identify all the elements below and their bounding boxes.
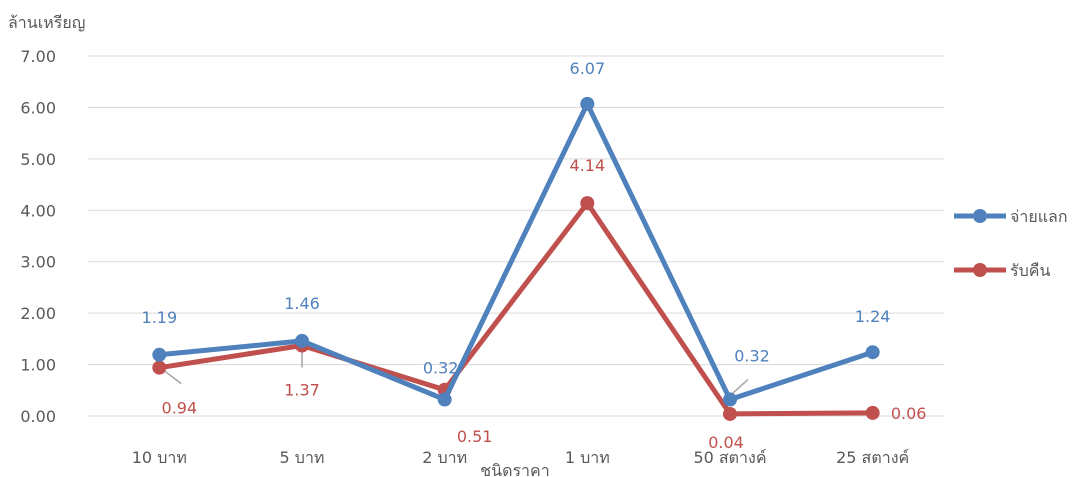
data-label: 4.14: [570, 156, 606, 175]
data-label: 0.04: [708, 433, 744, 452]
y-tick-label: 0.00: [20, 407, 56, 426]
x-axis-title: ชนิดราคา: [480, 461, 549, 477]
series-1-point: [580, 196, 595, 211]
data-label: 6.07: [570, 59, 606, 78]
y-axis-title: ล้านเหรียญ: [8, 13, 85, 32]
data-label: 0.06: [891, 404, 927, 423]
y-tick-label: 2.00: [20, 304, 56, 323]
series-0-point: [295, 333, 309, 348]
gridlines: [88, 55, 944, 417]
series-0-point: [723, 392, 737, 407]
y-tick-label: 3.00: [20, 253, 56, 272]
x-tick-label: 1 บาท: [565, 448, 610, 467]
x-axis-ticks: 10 บาท 5 บาท 2 บาท 1 บาท 50 สตางค์ 25 สตางค์: [132, 448, 909, 467]
leader-lines: [164, 351, 749, 397]
x-tick-label: 5 บาท: [280, 448, 325, 467]
y-axis-ticks: 0.00 1.00 2.00 3.00 4.00 5.00 6.00 7.00: [20, 47, 56, 426]
legend-label: จ่ายแลก: [1010, 207, 1068, 226]
data-label: 1.19: [142, 308, 178, 327]
x-tick-label: 10 บาท: [132, 448, 187, 467]
legend-marker-0: [973, 209, 987, 223]
series-0-point: [152, 347, 167, 362]
series-0-point: [865, 345, 880, 360]
series-0-point: [580, 96, 595, 111]
y-tick-label: 6.00: [20, 98, 56, 117]
series-0-point: [437, 392, 452, 407]
y-tick-label: 5.00: [20, 150, 56, 169]
x-tick-label: 50 สตางค์: [693, 448, 766, 467]
series-line-0: [156, 101, 876, 402]
x-tick-label: 2 บาท: [422, 448, 467, 467]
data-label: 0.94: [162, 399, 198, 418]
series-1-point: [723, 406, 737, 421]
series-1-point: [152, 360, 167, 375]
legend-marker-1: [973, 263, 987, 277]
legend-label: รับคืน: [1010, 261, 1050, 280]
data-label: 1.24: [855, 307, 891, 326]
data-label: 0.32: [734, 347, 770, 366]
series-lines: [152, 96, 880, 421]
data-labels: 1.19 1.46 0.32 6.07 0.32 1.24 0.94 1.37 0.51 4.14…: [142, 59, 927, 452]
leader-line: [729, 378, 749, 397]
y-tick-label: 1.00: [20, 356, 56, 375]
y-tick-label: 7.00: [20, 47, 56, 66]
data-label: 0.32: [423, 359, 459, 378]
y-tick-label: 4.00: [20, 201, 56, 220]
leader-line: [164, 371, 182, 385]
data-label: 0.51: [457, 427, 493, 446]
series-1-point: [865, 405, 880, 420]
series-line-1: [156, 200, 876, 417]
x-tick-label: 25 สตางค์: [836, 448, 909, 467]
data-label: 1.46: [284, 294, 320, 313]
data-label: 1.37: [284, 381, 320, 400]
